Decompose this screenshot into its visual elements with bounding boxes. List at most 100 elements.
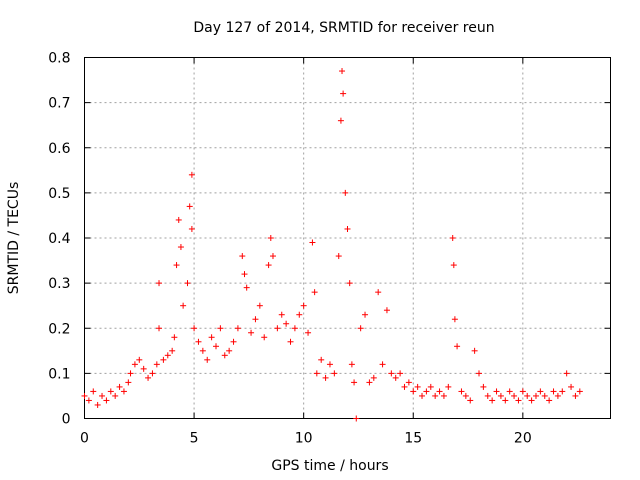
data-point — [140, 365, 147, 372]
data-point — [405, 379, 412, 386]
data-point — [180, 302, 187, 309]
y-tick-label: 0.8 — [48, 51, 70, 67]
data-point — [342, 189, 349, 196]
data-point — [112, 392, 119, 399]
data-point — [410, 388, 417, 395]
axis-ticks — [84, 57, 611, 419]
data-point — [493, 388, 500, 395]
y-tick-labels: 0 0.1 0.2 0.3 0.4 0.5 0.6 0.7 0.8 — [48, 51, 70, 428]
data-point — [484, 392, 491, 399]
data-point — [471, 347, 478, 354]
data-point — [305, 329, 312, 336]
data-point — [171, 334, 178, 341]
data-point — [568, 383, 575, 390]
data-point — [208, 334, 215, 341]
data-point — [85, 397, 92, 404]
data-point — [331, 370, 338, 377]
y-tick-label: 0.6 — [48, 141, 70, 157]
data-point — [511, 392, 518, 399]
data-point — [256, 302, 263, 309]
data-point — [524, 392, 531, 399]
data-point — [383, 307, 390, 314]
chart-title: Day 127 of 2014, SRMTID for receiver reu… — [193, 20, 494, 36]
data-point — [572, 392, 579, 399]
data-point — [506, 388, 513, 395]
data-point — [427, 383, 434, 390]
grid — [84, 57, 611, 419]
data-point — [204, 356, 211, 363]
x-axis-label: GPS time / hours — [271, 458, 388, 474]
y-tick-label: 0 — [62, 412, 71, 428]
data-point — [269, 253, 276, 260]
data-point — [436, 388, 443, 395]
data-points — [81, 68, 583, 422]
data-point — [177, 244, 184, 251]
data-point — [283, 320, 290, 327]
data-point — [414, 383, 421, 390]
y-tick-label: 0.1 — [48, 366, 70, 382]
x-tick-label: 20 — [514, 431, 532, 447]
data-point — [366, 379, 373, 386]
data-point — [550, 388, 557, 395]
data-point — [362, 311, 369, 318]
data-point — [191, 325, 198, 332]
data-point — [537, 388, 544, 395]
data-point — [458, 388, 465, 395]
data-point — [419, 392, 426, 399]
data-point — [107, 388, 114, 395]
data-point — [94, 401, 101, 408]
data-point — [265, 262, 272, 269]
data-point — [90, 388, 97, 395]
x-tick-label: 15 — [404, 431, 422, 447]
data-point — [318, 356, 325, 363]
data-point — [261, 334, 268, 341]
data-point — [346, 280, 353, 287]
data-point — [462, 392, 469, 399]
data-point — [401, 383, 408, 390]
data-point — [502, 397, 509, 404]
data-point — [454, 343, 461, 350]
x-tick-labels: 0 5 10 15 20 — [80, 431, 532, 447]
data-point — [335, 253, 342, 260]
data-point — [99, 392, 106, 399]
data-point — [445, 383, 452, 390]
data-point — [217, 325, 224, 332]
data-point — [515, 397, 522, 404]
data-point — [131, 361, 138, 368]
data-point — [221, 352, 228, 359]
data-point — [449, 235, 456, 241]
data-point — [519, 388, 526, 395]
data-point — [184, 280, 191, 287]
data-point — [291, 325, 298, 332]
data-point — [480, 383, 487, 390]
x-tick-label: 10 — [295, 431, 313, 447]
data-point — [116, 383, 123, 390]
data-point — [451, 316, 458, 323]
data-point — [353, 415, 360, 422]
data-point — [199, 347, 206, 354]
data-point — [532, 392, 539, 399]
data-point — [309, 239, 316, 246]
data-point — [153, 361, 160, 368]
data-point — [440, 392, 447, 399]
data-point — [234, 325, 241, 332]
data-point — [576, 388, 583, 395]
data-point — [357, 325, 364, 332]
data-point — [278, 311, 285, 318]
data-point — [337, 117, 344, 124]
data-point — [541, 392, 548, 399]
data-point — [563, 370, 570, 377]
data-point — [554, 392, 561, 399]
data-point — [322, 374, 329, 381]
data-point — [226, 347, 233, 354]
data-point — [392, 374, 399, 381]
y-tick-label: 0.4 — [48, 231, 70, 247]
data-point — [370, 374, 377, 381]
data-point — [274, 325, 281, 332]
data-point — [344, 225, 351, 232]
data-point — [267, 235, 274, 241]
data-point — [339, 68, 346, 75]
data-point — [125, 379, 132, 386]
data-point — [127, 370, 134, 377]
